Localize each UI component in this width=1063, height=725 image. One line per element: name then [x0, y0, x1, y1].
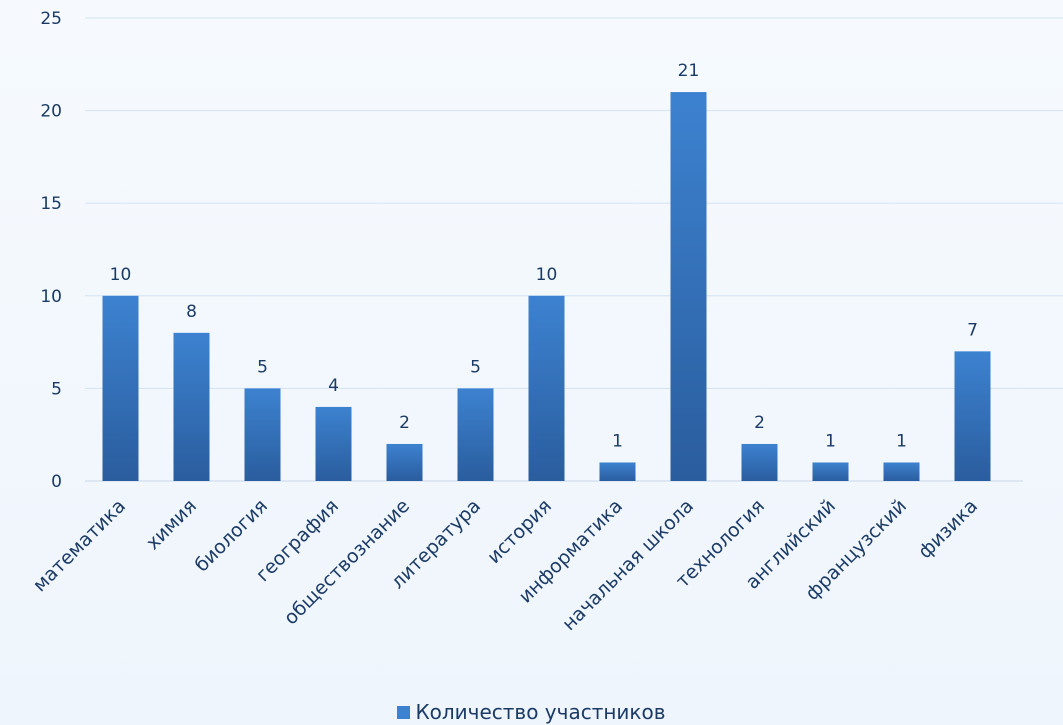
- y-tick-label: 20: [40, 102, 62, 122]
- x-tick-label: математика: [29, 495, 130, 596]
- data-label: 1: [896, 431, 907, 451]
- bar-11: [883, 462, 920, 481]
- bar-1: [173, 332, 210, 481]
- bar-9: [741, 443, 778, 481]
- bar-8: [670, 92, 707, 481]
- bar-2: [244, 388, 281, 481]
- data-label: 10: [536, 265, 558, 285]
- bar-4: [386, 443, 423, 481]
- legend-label: Количество участников: [415, 700, 666, 724]
- x-axis-ticks: математика химиябиологиягеографияобщество…: [29, 495, 982, 635]
- data-label: 2: [754, 413, 765, 433]
- data-label: 21: [678, 61, 700, 81]
- bar-6: [528, 295, 565, 481]
- data-label: 5: [470, 357, 481, 377]
- x-tick-label: начальная школа: [558, 495, 698, 635]
- x-tick-label: физика: [914, 495, 982, 563]
- bar-5: [457, 388, 494, 481]
- bars: [102, 92, 991, 481]
- x-tick-label: обществознание: [280, 495, 414, 629]
- bar-3: [315, 406, 352, 481]
- y-tick-label: 0: [51, 472, 62, 492]
- data-label: 8: [186, 302, 197, 322]
- data-label: 1: [612, 431, 623, 451]
- y-tick-label: 5: [51, 379, 62, 399]
- data-label: 7: [967, 320, 978, 340]
- data-label: 1: [825, 431, 836, 451]
- data-label: 2: [399, 413, 410, 433]
- data-label: 5: [257, 357, 268, 377]
- y-tick-label: 15: [40, 194, 62, 214]
- x-tick-label: история: [483, 495, 556, 568]
- bar-0: [102, 295, 139, 481]
- legend: Количество участников: [0, 700, 1063, 724]
- bar-10: [812, 462, 849, 481]
- bar-7: [599, 462, 636, 481]
- data-label: 4: [328, 376, 339, 396]
- data-label: 10: [110, 265, 132, 285]
- bar-12: [954, 351, 991, 481]
- y-axis-ticks: 0 5 10 15 20 25: [40, 9, 62, 492]
- gridlines: [85, 17, 1063, 482]
- y-tick-label: 25: [40, 9, 62, 29]
- legend-swatch: [397, 705, 411, 719]
- x-tick-label: химия: [142, 495, 201, 554]
- y-tick-label: 10: [40, 287, 62, 307]
